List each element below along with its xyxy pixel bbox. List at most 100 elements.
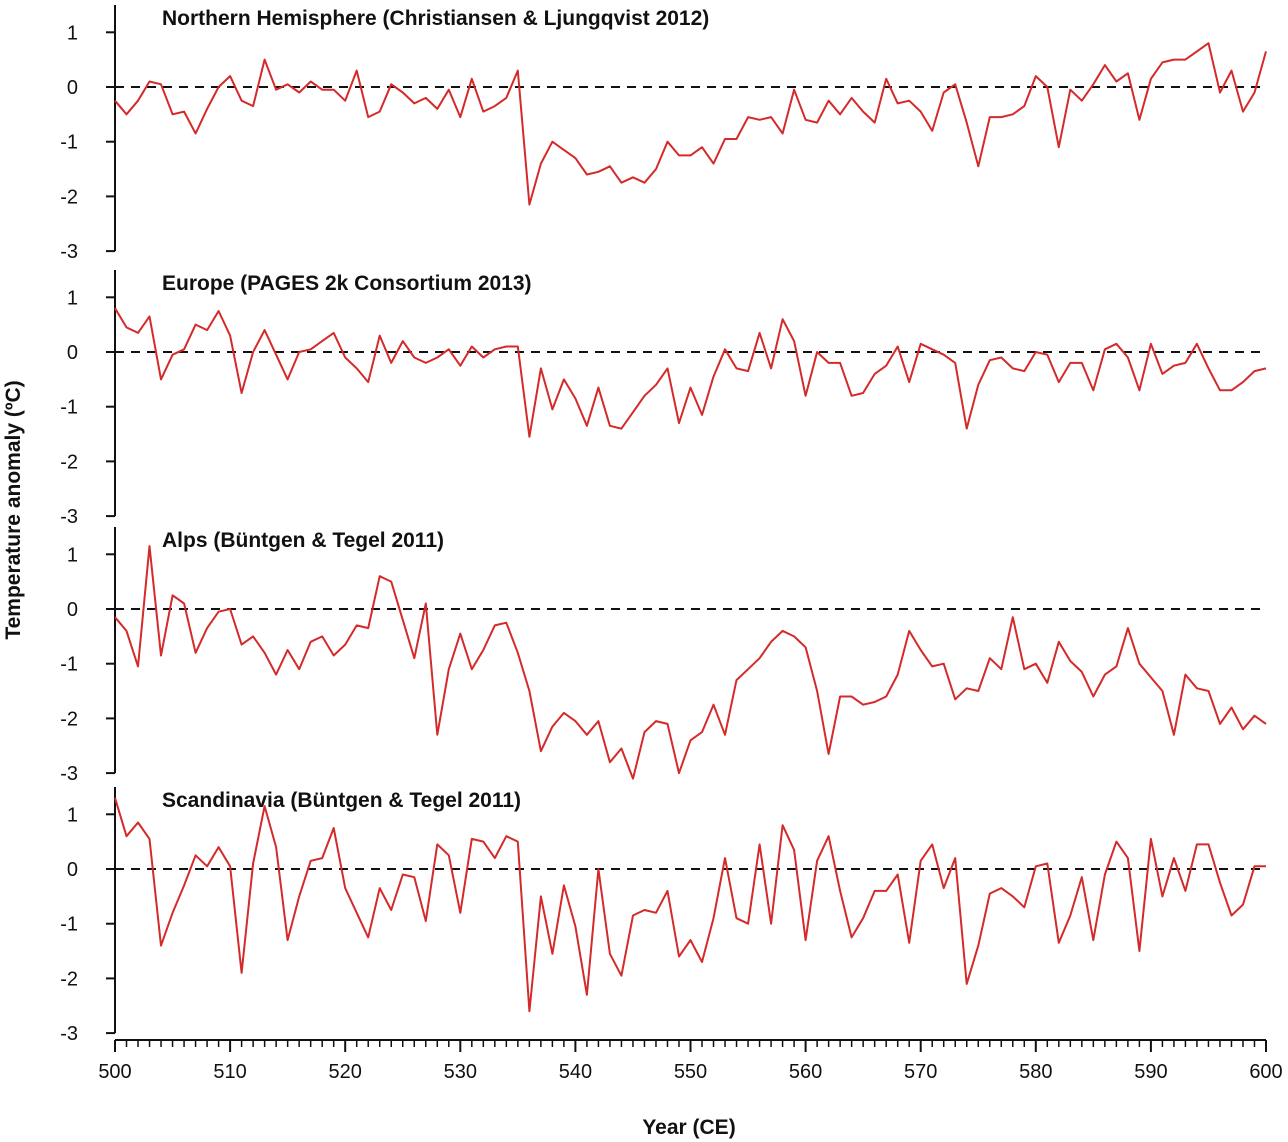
data-point (1058, 942, 1060, 944)
data-point (770, 367, 772, 369)
data-point (367, 936, 369, 938)
data-point (149, 838, 151, 840)
data-point (1196, 687, 1198, 689)
data-point (333, 827, 335, 829)
data-point (862, 917, 864, 919)
data-point (1184, 674, 1186, 676)
data-point (805, 395, 807, 397)
data-point (551, 726, 553, 728)
data-point (701, 731, 703, 733)
data-point (1242, 904, 1244, 906)
data-point (770, 641, 772, 643)
data-point (1023, 668, 1025, 670)
data-point (1138, 119, 1140, 121)
data-point (908, 100, 910, 102)
data-point (494, 624, 496, 626)
data-point (759, 119, 761, 121)
data-point (966, 428, 968, 430)
data-point (471, 838, 473, 840)
data-point (287, 649, 289, 651)
data-point (344, 100, 346, 102)
data-point (782, 630, 784, 632)
data-point (264, 652, 266, 654)
data-point (298, 351, 300, 353)
data-point (1138, 389, 1140, 391)
series-line (114, 42, 1267, 206)
data-point (402, 340, 404, 342)
data-point (344, 887, 346, 889)
data-point (1254, 715, 1256, 717)
data-point (724, 857, 726, 859)
data-point (1173, 365, 1175, 367)
data-point (1012, 367, 1014, 369)
data-point (885, 78, 887, 80)
data-point (644, 909, 646, 911)
data-point (908, 630, 910, 632)
data-point (390, 581, 392, 583)
series-line (114, 545, 1267, 780)
y-tick-label: 0 (67, 342, 78, 364)
data-point (448, 854, 450, 856)
x-axis: 500 510 520 530 540 550 560 570 580 590 600 Year (… (98, 1039, 1283, 1139)
data-point (459, 912, 461, 914)
data-point (379, 575, 381, 577)
data-point (1150, 343, 1152, 345)
data-point (977, 165, 979, 167)
y-tick-label: -1 (60, 397, 78, 419)
data-point (160, 655, 162, 657)
data-point (287, 83, 289, 85)
data-point (505, 835, 507, 837)
y-tick-label: -2 (60, 708, 78, 730)
data-point (1023, 906, 1025, 908)
data-point (471, 668, 473, 670)
data-point (931, 665, 933, 667)
data-point (816, 351, 818, 353)
data-point (793, 635, 795, 637)
data-point (1035, 75, 1037, 77)
data-point (321, 89, 323, 91)
data-point (1092, 83, 1094, 85)
data-point (862, 704, 864, 706)
data-point (413, 876, 415, 878)
data-point (747, 668, 749, 670)
data-point (1196, 50, 1198, 52)
data-point (459, 633, 461, 635)
data-point (540, 163, 542, 165)
data-point (816, 860, 818, 862)
data-point (459, 365, 461, 367)
data-point (1092, 939, 1094, 941)
data-point (828, 753, 830, 755)
data-point (229, 75, 231, 77)
data-point (1196, 843, 1198, 845)
data-point (494, 857, 496, 859)
data-point (183, 884, 185, 886)
data-point (908, 942, 910, 944)
data-point (1000, 357, 1002, 359)
data-point (1265, 723, 1267, 725)
data-point (505, 622, 507, 624)
data-point (736, 138, 738, 140)
data-point (1069, 660, 1071, 662)
data-point (931, 843, 933, 845)
data-point (920, 343, 922, 345)
data-point (920, 111, 922, 113)
data-point (1173, 857, 1175, 859)
data-point (528, 204, 530, 206)
data-point (114, 797, 116, 799)
data-point (1046, 354, 1048, 356)
data-point (482, 111, 484, 113)
data-point (206, 865, 208, 867)
data-point (551, 141, 553, 143)
data-point (1138, 663, 1140, 665)
data-point (137, 100, 139, 102)
data-point (1000, 887, 1002, 889)
data-point (885, 890, 887, 892)
data-point (218, 310, 220, 312)
data-point (1012, 616, 1014, 618)
data-point (356, 70, 358, 72)
data-point (713, 704, 715, 706)
data-point (574, 157, 576, 159)
data-point (321, 340, 323, 342)
y-tick-label: 1 (67, 804, 78, 826)
data-point (1265, 367, 1267, 369)
